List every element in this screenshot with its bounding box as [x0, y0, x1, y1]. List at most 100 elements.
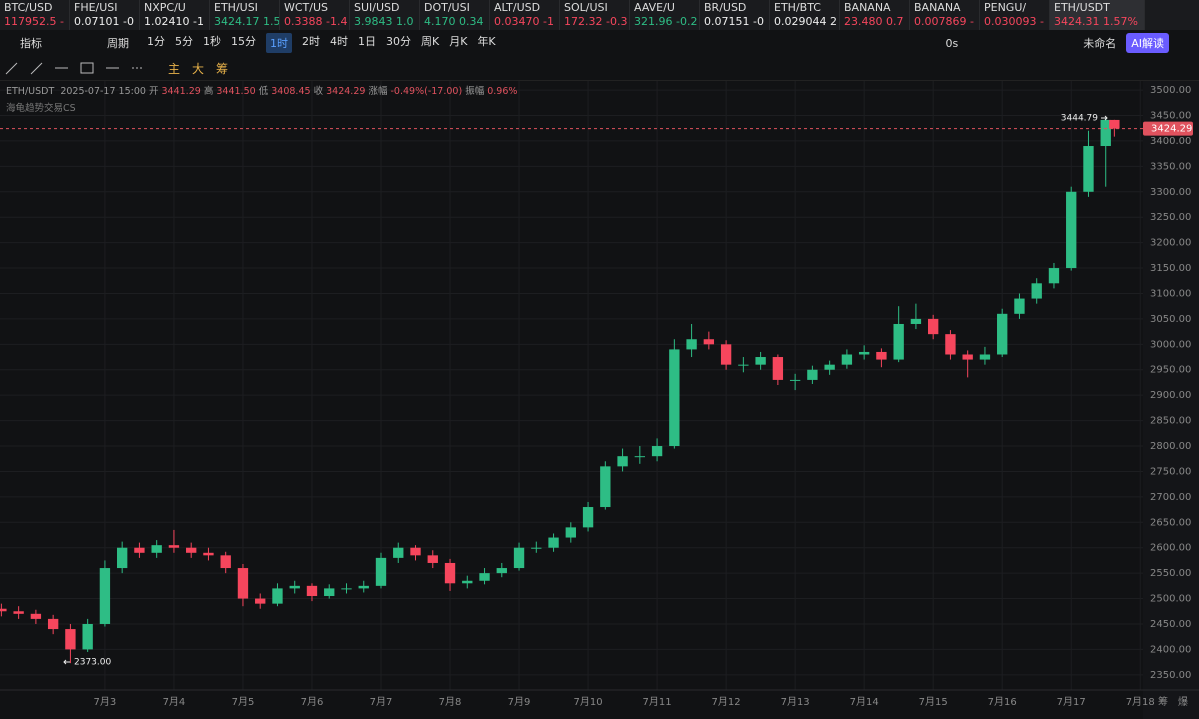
candle-body	[513, 547, 525, 569]
y-tick-label: 2650.00	[1150, 517, 1191, 528]
ticker-tab[interactable]: WCT/US 0.3388 -1.4	[280, 0, 350, 30]
ticker-tab[interactable]: BTC/USD 117952.5 -	[0, 0, 70, 30]
ticker-tabs: BTC/USD 117952.5 - FHE/USI 0.07101 -0 NXPC/U…	[0, 0, 1199, 30]
y-tick-label: 3200.00	[1150, 238, 1191, 249]
candle-body	[669, 349, 680, 447]
price-axis-bg	[1143, 80, 1199, 719]
x-tick-label: 7月5	[232, 696, 255, 708]
x-tick-label: 7月16	[988, 696, 1017, 708]
ai-button[interactable]: AI解读	[1126, 33, 1169, 53]
period-option[interactable]: 4时	[330, 35, 348, 48]
candle-body	[997, 313, 1008, 355]
candle-body	[13, 611, 24, 614]
period-option[interactable]: 5分	[175, 35, 193, 48]
high: 3441.50	[216, 86, 256, 97]
ticker-tab[interactable]: ETH/BTC 0.029044 2	[770, 0, 840, 30]
indicators-button[interactable]: 指标	[20, 37, 42, 50]
x-tick-label: 7月10	[574, 696, 603, 708]
ticker-tab[interactable]: FHE/USI 0.07101 -0	[70, 0, 140, 30]
ticker-tab[interactable]: AAVE/U 321.96 -0.2	[630, 0, 700, 30]
candle-body	[341, 588, 352, 590]
candle-body	[617, 456, 628, 467]
ticker-symbol: WCT/US	[284, 1, 329, 14]
candle-body	[30, 613, 42, 619]
x-tick-label: 7月3	[94, 696, 117, 708]
ticker-tab[interactable]: NXPC/U 1.02410 -1	[140, 0, 210, 30]
candle-body	[306, 585, 318, 597]
ticker-quote: 0.3388 -1.4	[284, 15, 348, 28]
ticker-quote: 3424.17 1.5	[214, 15, 280, 28]
time: 2025-07-17 15:00	[60, 86, 146, 97]
period-option[interactable]: 1分	[147, 35, 165, 48]
x-tick-label: 7月11	[643, 696, 672, 708]
candle-body	[1083, 146, 1094, 192]
ticker-symbol: DOT/USI	[424, 1, 470, 14]
period-option[interactable]: 月K	[449, 35, 468, 48]
ticker-tab[interactable]: BANANA 23.480 0.7	[840, 0, 910, 30]
drawing-toolbar: 主大筹	[0, 56, 1199, 81]
candle-body	[427, 555, 438, 563]
layout-name[interactable]: 未命名	[1083, 37, 1117, 50]
candle-body	[1031, 283, 1042, 299]
candle-body	[1100, 119, 1111, 147]
x-tick-label: 7月4	[163, 696, 186, 708]
ticker-tab[interactable]: SOL/USI 172.32 -0.3	[560, 0, 630, 30]
drawing-tool: 筹	[216, 62, 229, 76]
period-option[interactable]: 15分	[231, 35, 256, 48]
ticker-tab[interactable]: BANANA 0.007869 -	[910, 0, 980, 30]
candle-body	[858, 351, 870, 355]
ticker-tab[interactable]: BR/USD 0.07151 -0	[700, 0, 770, 30]
ticker-quote: 0.030093 -	[984, 15, 1044, 28]
candle-body	[186, 547, 197, 553]
y-tick-label: 3300.00	[1150, 187, 1191, 198]
candle-body	[1109, 119, 1120, 129]
corner-label: 筹	[1158, 695, 1168, 708]
ticker-quote: 3424.31 1.57%	[1054, 15, 1138, 28]
toolbar: 指标 周期 1分 5分 1秒 15分 1时 2时 4时 1日 30分 周K 月K 年K 0s 未命名 …	[0, 30, 1199, 56]
x-tick-label: 7月12	[712, 696, 741, 708]
ticker-quote: 3.9843 1.0	[354, 15, 414, 28]
candle-body	[496, 568, 507, 574]
close: 3424.29	[326, 86, 366, 97]
candle-body	[168, 545, 180, 548]
candle-body	[548, 537, 559, 548]
amplitude-label: 振幅	[465, 86, 485, 97]
ticker-tab[interactable]: PENGU/0.030093 -	[980, 0, 1050, 30]
candle-body	[1048, 268, 1060, 284]
candle-body	[289, 585, 300, 589]
ticker-symbol: PENGU/	[984, 1, 1027, 14]
period-option[interactable]: 1日	[358, 35, 376, 48]
ticker-symbol: ETH/USDT	[1054, 1, 1110, 14]
ticker-tab[interactable]: SUI/USD 3.9843 1.0	[350, 0, 420, 30]
ticker-quote: 23.480 0.7	[844, 15, 904, 28]
ticker-tab[interactable]: ETH/USDT 3424.31 1.57%	[1050, 0, 1145, 30]
ticker-tab[interactable]: ALT/USD 0.03470 -1	[490, 0, 560, 30]
candle-body	[272, 588, 283, 604]
candle-body	[479, 573, 490, 581]
period-option[interactable]: 年K	[477, 35, 496, 48]
candle-body	[755, 357, 766, 365]
period-menu[interactable]: 周期	[107, 37, 129, 50]
period-option[interactable]: 30分	[386, 35, 411, 48]
period-option[interactable]: 周K	[421, 35, 440, 48]
period-option[interactable]: 1时	[266, 33, 292, 53]
candle-body	[116, 547, 128, 569]
y-tick-label: 2550.00	[1150, 568, 1191, 579]
x-tick-label: 7月14	[850, 696, 879, 708]
low: 3408.45	[271, 86, 311, 97]
y-tick-label: 2950.00	[1150, 365, 1191, 376]
ticker-quote: 117952.5 -	[4, 15, 64, 28]
y-tick-label: 3400.00	[1150, 136, 1191, 147]
ticker-tab[interactable]: DOT/USI 4.170 0.34	[420, 0, 490, 30]
period-option[interactable]: 2时	[302, 35, 320, 48]
ticker-tab[interactable]: ETH/USI 3424.17 1.5	[210, 0, 280, 30]
candle-body	[651, 446, 663, 457]
ticker-quote: 0.07151 -0	[704, 15, 764, 28]
period-option[interactable]: 1秒	[203, 35, 221, 48]
low-label: 低	[258, 86, 269, 97]
low-marker: 2373.00	[74, 658, 111, 668]
candle-body	[807, 369, 818, 380]
high-arrow	[1101, 115, 1108, 121]
candle-body	[841, 354, 853, 365]
